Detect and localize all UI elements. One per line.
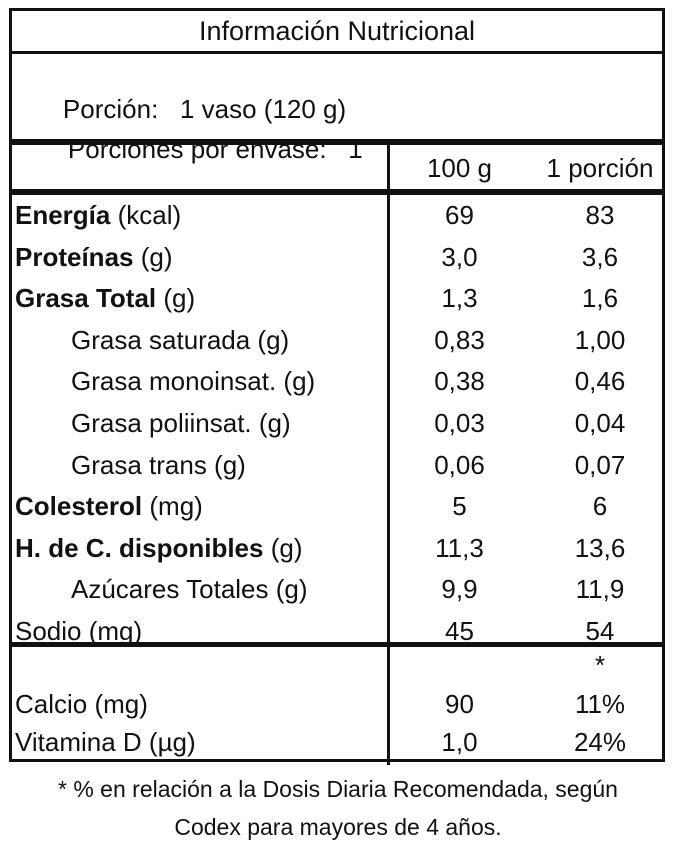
value-porcion: 1,00 bbox=[574, 324, 626, 355]
value-porcion: 0,46 bbox=[574, 366, 626, 397]
value-100g: 9,9 bbox=[441, 574, 478, 605]
value-porcion: 3,6 bbox=[581, 241, 619, 272]
nutrient-row: Proteínas (g) 3,0 3,6 bbox=[12, 237, 662, 277]
divider-header bbox=[12, 189, 662, 195]
value-100g: 45 bbox=[445, 616, 474, 646]
nutrient-name-unit: (g) bbox=[133, 241, 173, 272]
nutrient-name-unit: Grasa saturada (g) bbox=[71, 324, 290, 355]
nutrient-row: Grasa poliinsat. (g) 0,03 0,04 bbox=[12, 403, 662, 443]
value-porcion: 11,9 bbox=[575, 574, 625, 605]
label-title: Información Nutricional bbox=[198, 16, 476, 46]
divider-title bbox=[12, 51, 662, 54]
value-porcion: 54 bbox=[585, 616, 615, 646]
nutrient-row: Energía (kcal) 69 83 bbox=[12, 195, 662, 235]
value-100g: 0,06 bbox=[434, 449, 485, 480]
value-porcion: 24% bbox=[573, 727, 627, 757]
nutrient-name-bold: Colesterol bbox=[15, 491, 143, 522]
porcion-line: Porción: 1 vaso (120 g) bbox=[34, 63, 346, 156]
nutrient-name: Grasa monoinsat. (g) bbox=[71, 361, 315, 401]
value-porcion: 1,6 bbox=[581, 283, 619, 314]
nutrient-name-unit: (mg) bbox=[142, 491, 203, 522]
value-100g: 90 bbox=[445, 689, 474, 719]
value-100g: 1,0 bbox=[441, 727, 478, 757]
nutrient-name-unit: (kcal) bbox=[110, 200, 182, 230]
nutrient-name: Sodio (mg) bbox=[15, 611, 142, 651]
nutrient-name: Proteínas (g) bbox=[15, 237, 173, 277]
percent-marker: * bbox=[594, 650, 606, 680]
nutrient-row: Grasa saturada (g) 0,83 1,00 bbox=[12, 320, 662, 360]
value-100g: 11,3 bbox=[435, 532, 484, 563]
nutrient-name-unit: Grasa poliinsat. (g) bbox=[71, 408, 291, 438]
nutrient-name: Grasa Total (g) bbox=[15, 278, 195, 318]
nutrient-name-unit: (g) bbox=[156, 283, 196, 314]
value-porcion: 0,07 bbox=[574, 449, 626, 480]
nutrient-name-bold: H. de C. disponibles bbox=[15, 532, 264, 563]
micro-marker-row: * bbox=[12, 647, 662, 683]
micronutrient-name: Vitamina D (µg) bbox=[15, 727, 196, 757]
nutrient-name-unit: Grasa trans (g) bbox=[71, 449, 246, 480]
value-100g: 5 bbox=[452, 491, 467, 522]
nutrient-name: Energía (kcal) bbox=[15, 195, 181, 235]
value-100g: 69 bbox=[445, 200, 474, 230]
col-divider-body-left bbox=[387, 194, 390, 645]
nutrient-name: Azúcares Totales (g) bbox=[71, 569, 308, 609]
divider-serving bbox=[12, 139, 662, 145]
col-divider-micro-left bbox=[387, 647, 390, 765]
nutrient-name: Grasa trans (g) bbox=[71, 445, 246, 485]
nutrient-row: Azúcares Totales (g) 9,9 11,9 bbox=[12, 569, 662, 609]
porcion-label: Porción: bbox=[62, 94, 159, 124]
value-100g: 0,03 bbox=[434, 408, 485, 438]
nutrient-row: Colesterol (mg) 5 6 bbox=[12, 486, 662, 526]
nutrient-row: Grasa Total (g) 1,3 1,6 bbox=[12, 278, 662, 318]
divider-micro bbox=[12, 642, 662, 647]
value-porcion: 6 bbox=[592, 491, 608, 522]
value-porcion: 83 bbox=[585, 200, 615, 230]
micronutrient-name: Calcio (mg) bbox=[15, 689, 148, 719]
nutrient-name: Grasa saturada (g) bbox=[71, 320, 289, 360]
nutrition-label: Información Nutricional Porción: 1 vaso … bbox=[9, 8, 665, 765]
col-header-porcion: 1 porción bbox=[546, 153, 654, 183]
value-100g: 0,38 bbox=[434, 366, 485, 397]
nutrient-name-bold: Grasa Total bbox=[15, 283, 157, 314]
value-100g: 3,0 bbox=[441, 241, 478, 272]
nutrient-name-unit: Azúcares Totales (g) bbox=[71, 574, 308, 605]
col-divider-header-left bbox=[387, 141, 390, 191]
value-porcion: 13,6 bbox=[574, 532, 626, 563]
footnote-line1: * % en relación a la Dosis Diaria Recome… bbox=[58, 776, 618, 802]
footnote-line2: Codex para mayores de 4 años. bbox=[174, 814, 502, 840]
micronutrient-row: Vitamina D (µg) 1,0 24% bbox=[12, 723, 662, 761]
nutrient-name-bold: Proteínas bbox=[15, 241, 134, 272]
value-100g: 1,3 bbox=[441, 283, 478, 314]
nutrient-row: Grasa monoinsat. (g) 0,38 0,46 bbox=[12, 361, 662, 401]
nutrient-name-unit: Grasa monoinsat. (g) bbox=[71, 366, 316, 397]
nutrient-name: Grasa poliinsat. (g) bbox=[71, 403, 291, 443]
nutrient-name-unit: Sodio (mg) bbox=[15, 616, 143, 646]
nutrient-name: H. de C. disponibles (g) bbox=[15, 528, 302, 568]
value-100g: 0,83 bbox=[434, 324, 485, 355]
col-header-100g: 100 g bbox=[426, 153, 493, 183]
value-porcion: 0,04 bbox=[574, 408, 626, 438]
nutrient-row: H. de C. disponibles (g) 11,3 13,6 bbox=[12, 528, 662, 568]
value-porcion: 11% bbox=[574, 689, 626, 719]
nutrient-name: Colesterol (mg) bbox=[15, 486, 203, 526]
porciones-line: Porciones por envase: 1 bbox=[39, 103, 363, 196]
porcion-value: 1 vaso (120 g) bbox=[179, 94, 347, 124]
nutrient-row: Grasa trans (g) 0,06 0,07 bbox=[12, 445, 662, 485]
nutrient-name-bold: Energía bbox=[15, 200, 111, 230]
nutrient-row: Sodio (mg) 45 54 bbox=[12, 611, 662, 651]
micronutrient-row: Calcio (mg) 90 11% bbox=[12, 685, 662, 723]
nutrient-name-unit: (g) bbox=[263, 532, 303, 563]
